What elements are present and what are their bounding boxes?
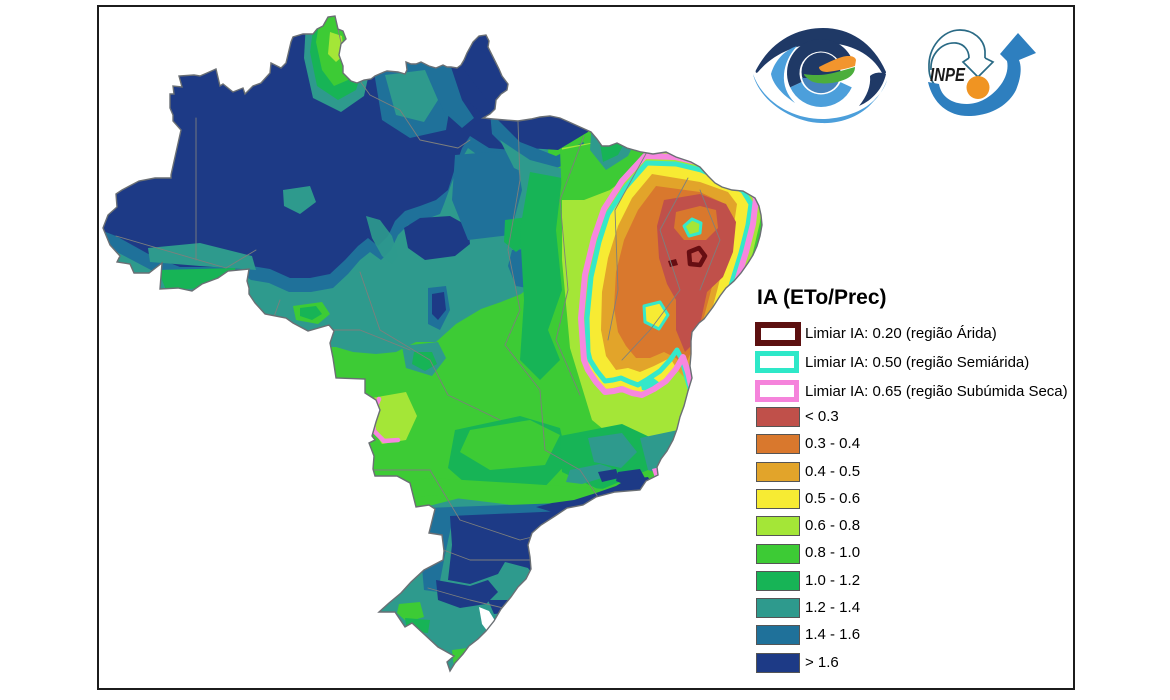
svg-text:INPE: INPE [930, 65, 966, 85]
